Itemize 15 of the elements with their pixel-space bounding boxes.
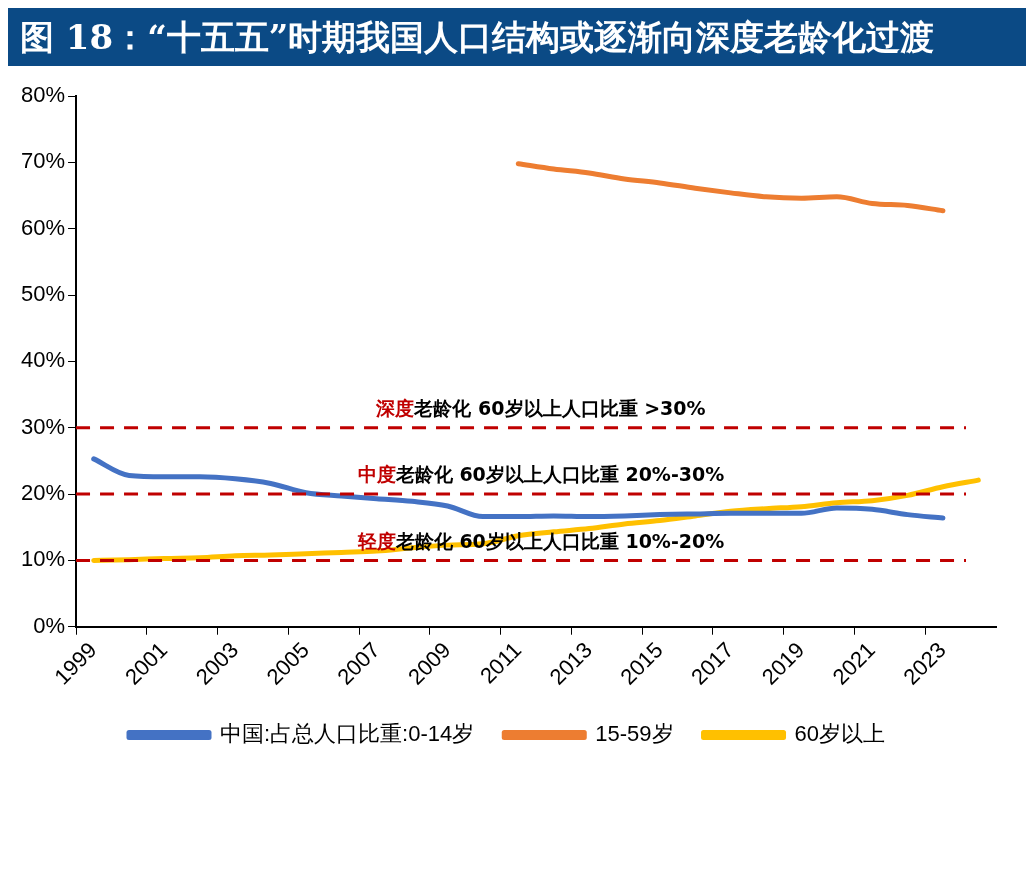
y-tick-label: 0%	[33, 612, 66, 638]
y-tick-label: 10%	[20, 546, 66, 572]
y-tick-label: 80%	[20, 82, 66, 108]
ref-line-label: 深度老龄化 60岁以上人口比重 >30%	[375, 397, 706, 420]
y-tick-label: 60%	[20, 214, 66, 240]
chart-title: 图 18：“十五五”时期我国人口结构或逐渐向深度老龄化过渡	[8, 8, 1026, 66]
y-tick-label: 40%	[20, 347, 66, 373]
y-tick-label: 50%	[20, 281, 66, 307]
y-tick-label: 20%	[20, 480, 66, 506]
y-tick-label: 30%	[20, 413, 66, 439]
legend-label: 15-59岁	[595, 721, 674, 747]
legend-label: 中国:占总人口比重:0-14岁	[220, 721, 475, 747]
ref-line-label: 中度老龄化 60岁以上人口比重 20%-30%	[357, 463, 725, 486]
y-tick-label: 70%	[20, 148, 66, 174]
legend-label: 60岁以上	[794, 721, 886, 747]
